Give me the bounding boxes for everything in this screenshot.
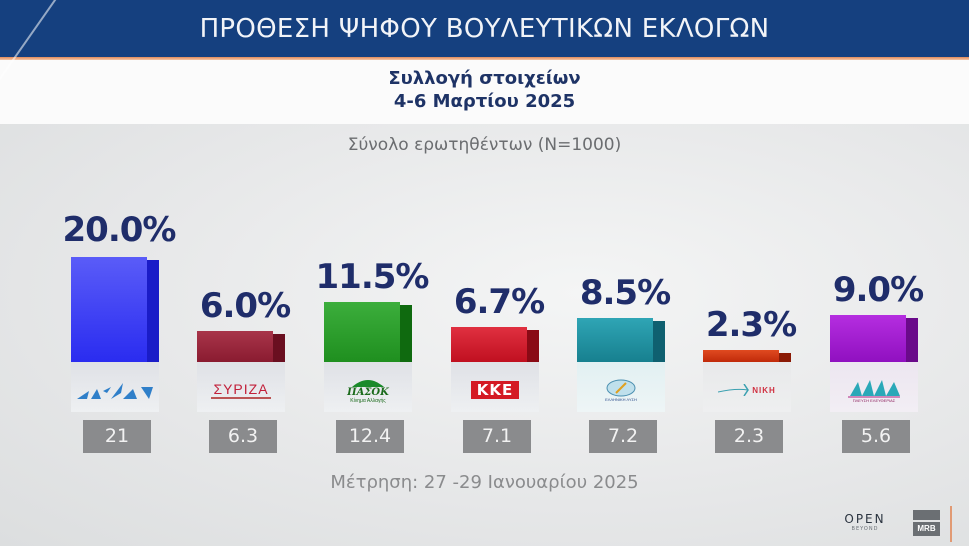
vote-bar bbox=[71, 257, 159, 362]
previous-value-badge: 6.3 bbox=[209, 420, 277, 453]
title-banner: ΠΡΟΘΕΣΗ ΨΗΦΟΥ ΒΟΥΛΕΥΤΙΚΩΝ ΕΚΛΟΓΩΝ bbox=[0, 0, 969, 57]
vote-bar bbox=[703, 350, 791, 362]
mrb-logo: MRB bbox=[913, 510, 940, 536]
previous-value-badge: 7.1 bbox=[463, 420, 531, 453]
pasok-logo-icon: ΠΑΣΟΚ Κίνημα Αλλαγής bbox=[324, 370, 412, 410]
logo-plate bbox=[197, 362, 285, 412]
previous-value-badge: 7.2 bbox=[589, 420, 657, 453]
plefsi-logo-icon: ΠΛΕΥΣΗ ΕΛΕΥΘΕΡΙΑΣ bbox=[830, 370, 918, 410]
accent-divider bbox=[0, 57, 969, 60]
vote-bar bbox=[577, 318, 665, 362]
vote-bar bbox=[324, 302, 412, 362]
chart-title: ΠΡΟΘΕΣΗ ΨΗΦΟΥ ΒΟΥΛΕΥΤΙΚΩΝ ΕΚΛΟΓΩΝ bbox=[199, 14, 770, 44]
previous-value-badge: 5.6 bbox=[842, 420, 910, 453]
vote-percentage: 11.5% bbox=[315, 257, 430, 297]
previous-value-badge: 21 bbox=[83, 420, 151, 453]
vote-bar bbox=[830, 315, 918, 362]
vote-percentage: 9.0% bbox=[832, 270, 924, 310]
previous-value-badge: 2.3 bbox=[715, 420, 783, 453]
previous-measurement-label: Μέτρηση: 27 -29 Ιανουαρίου 2025 bbox=[330, 472, 639, 493]
vote-percentage: 8.5% bbox=[579, 273, 671, 313]
vote-percentage: 2.3% bbox=[705, 305, 797, 345]
vote-percentage: 6.7% bbox=[453, 282, 545, 322]
logo-plate bbox=[830, 362, 918, 412]
vote-percentage: 20.0% bbox=[62, 210, 177, 250]
party-column-niki: 2.3% ΝΙΚΗ 2.3 bbox=[703, 124, 799, 546]
vote-percentage: 6.0% bbox=[199, 286, 291, 326]
party-column-plefsi-eleftherias: 9.0% ΠΛΕΥΣΗ ΕΛΕΥΘΕΡΙΑΣ 5.6 bbox=[830, 124, 926, 546]
open-channel-logo: OPEN BEYOND bbox=[844, 512, 886, 532]
party-column-nd: 20.0% 21 bbox=[63, 124, 176, 546]
subheader: Συλλογή στοιχείων 4-6 Μαρτίου 2025 bbox=[0, 60, 969, 124]
party-column-pasok: 11.5% ΠΑΣΟΚ Κίνημα Αλλαγής 12.4 bbox=[316, 124, 429, 546]
vote-bar bbox=[197, 331, 285, 362]
party-column-syriza: 6.0% ΣΥΡΙΖΑ 6.3 bbox=[197, 124, 293, 546]
party-column-kke: 6.7% ΚΚΕ 7.1 bbox=[451, 124, 547, 546]
nd-logo-icon bbox=[71, 370, 159, 410]
niki-logo-icon: ΝΙΚΗ bbox=[703, 370, 791, 410]
kke-logo-icon: ΚΚΕ bbox=[451, 370, 539, 410]
party-column-elliniki-lysi: 8.5% ΕΛΛΗΝΙΚΗ ΛΥΣΗ 7.2 bbox=[577, 124, 673, 546]
elliniki-lysi-logo-icon: ΕΛΛΗΝΙΚΗ ΛΥΣΗ bbox=[577, 370, 665, 410]
syriza-logo-icon: ΣΥΡΙΖΑ bbox=[197, 370, 285, 410]
vote-bar bbox=[451, 327, 539, 362]
brand-divider bbox=[950, 506, 952, 542]
collection-label: Συλλογή στοιχείων bbox=[388, 68, 581, 89]
sample-size-label: Σύνολο ερωτηθέντων (N=1000) bbox=[347, 135, 622, 155]
logo-plate bbox=[324, 362, 412, 412]
previous-value-badge: 12.4 bbox=[336, 420, 404, 453]
collection-dates: 4-6 Μαρτίου 2025 bbox=[393, 91, 576, 112]
